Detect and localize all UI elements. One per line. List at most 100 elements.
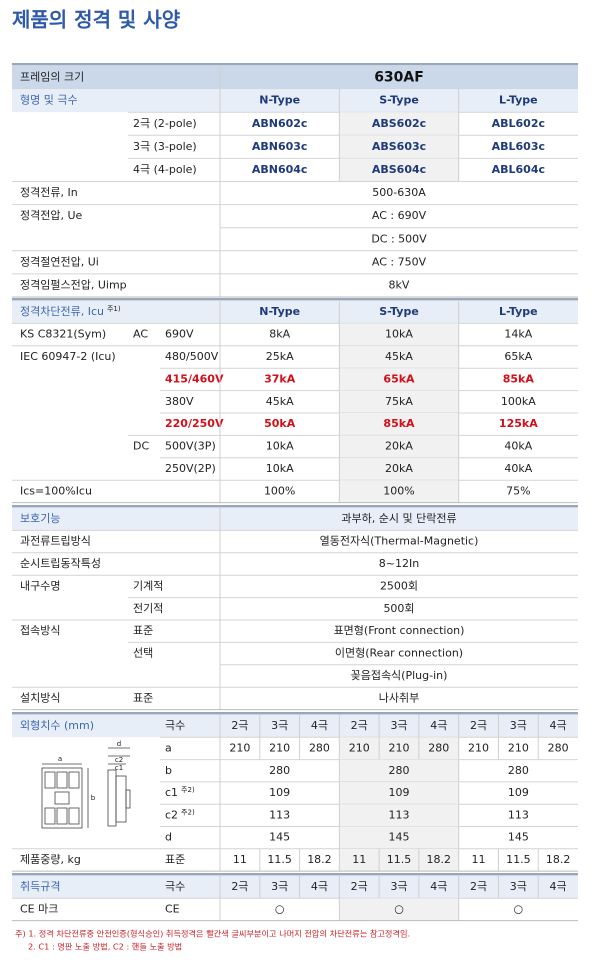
cell-value: 65kA: [383, 372, 415, 385]
breaker-side: [115, 775, 127, 823]
cell-value: 145: [389, 831, 410, 844]
cell-value: 75kA: [385, 395, 413, 408]
pole: [56, 807, 68, 825]
row-label: 순시트립동작특성: [20, 557, 101, 570]
cell-value: 210: [508, 741, 529, 754]
cell-value: 210: [349, 741, 370, 754]
row-sublabel: 전기적: [133, 602, 163, 615]
cell-value: 11.5: [506, 853, 531, 866]
row-sublabel: 극수: [165, 719, 185, 732]
cell-value: 3극: [390, 719, 407, 732]
row-sublabel: AC: [133, 328, 148, 341]
row-label: 접속방식: [20, 624, 60, 637]
row-label: 취득규격: [20, 880, 60, 893]
row-sublabel: 2극 (2-pole): [133, 117, 197, 130]
cell-value: 2극: [351, 719, 368, 732]
cell-value: DC : 500V: [371, 232, 427, 245]
cell-value: 20kA: [385, 462, 413, 475]
cell-value: 280: [269, 764, 290, 777]
column-shade: [339, 390, 459, 413]
row-bg: [12, 89, 578, 113]
pole: [68, 807, 80, 825]
cell-value: 18.2: [307, 853, 332, 866]
row-label: Ics=100%Icu: [20, 484, 92, 497]
cell-value: 125kA: [499, 417, 538, 430]
cell-value: 4극: [430, 880, 447, 893]
cell-value: 8~12In: [379, 557, 419, 570]
note-mark: 주1): [107, 305, 121, 313]
cell-value: 280: [508, 764, 529, 777]
cell-value: 20kA: [385, 440, 413, 453]
cell-value: ABN603c: [252, 140, 308, 153]
column-shade: [339, 435, 459, 458]
cell-value: 630AF: [374, 70, 424, 86]
section-rule: [12, 298, 578, 301]
cell-value: 11: [472, 853, 486, 866]
row-label: 외형치수 (mm): [20, 719, 94, 732]
cell-value: 109: [508, 786, 529, 799]
cell-value: S-Type: [379, 94, 419, 107]
handle: [54, 791, 70, 805]
footnote: 2. C1 : 명판 노출 방법, C2 : 핸들 노출 방법: [28, 942, 182, 952]
cell-value: 40kA: [504, 440, 532, 453]
row-sublabel: 480/500V: [165, 350, 219, 363]
cell-value: 113: [269, 808, 290, 821]
column-shade: [339, 345, 459, 369]
cell-value: ○: [394, 902, 404, 915]
cell-value: 45kA: [385, 350, 413, 363]
cell-value: 4극: [311, 719, 328, 732]
cell-value: 3극: [271, 880, 288, 893]
row-sublabel: 380V: [165, 395, 194, 408]
row-bg: [12, 301, 578, 324]
cell-value: 280: [428, 741, 449, 754]
column-shade: [339, 480, 459, 503]
cell-value: 85kA: [383, 417, 415, 430]
column-shade: [339, 413, 459, 436]
cell-value: 나사취부: [379, 691, 419, 704]
row-bg: [12, 876, 578, 899]
cell-value: 280: [389, 764, 410, 777]
cell-value: 109: [269, 786, 290, 799]
cell-value: 113: [389, 808, 410, 821]
cell-value: 2500회: [380, 579, 418, 592]
row-sublabel: DC: [133, 440, 149, 453]
row-bg: [12, 715, 578, 738]
cell-value: 4극: [430, 719, 447, 732]
row-sublabel: 표준: [165, 853, 185, 866]
cell-value: 500회: [383, 602, 414, 615]
dimension-drawing: [41, 747, 131, 829]
row-label: 보호기능: [20, 512, 60, 525]
cell-value: ABN604c: [252, 163, 308, 176]
cell-value: 85kA: [503, 372, 535, 385]
cell-value: 8kV: [389, 278, 410, 291]
row-label: 정격차단전류, Icu: [20, 305, 104, 318]
section-rule: [12, 505, 578, 508]
row-sublabel: 표준: [133, 624, 153, 637]
note-mark: 주2): [181, 786, 195, 794]
row-bg: [12, 508, 578, 531]
cell-value: ABN602c: [252, 117, 308, 130]
cell-value: 2극: [470, 719, 487, 732]
cell-value: ○: [275, 902, 285, 915]
drawing-label: c2: [115, 756, 123, 764]
cell-value: 4극: [311, 880, 328, 893]
cell-value: 25kA: [266, 350, 294, 363]
column-shade: [339, 737, 459, 760]
cell-value: 145: [269, 831, 290, 844]
cell-value: 10kA: [385, 328, 413, 341]
cell-value: L-Type: [499, 94, 538, 107]
row-label: 설치방식: [20, 691, 60, 704]
cell-value: 11.5: [267, 853, 292, 866]
cell-value: ABS602c: [372, 117, 426, 130]
cell-value: 210: [468, 741, 489, 754]
cell-value: 3극: [510, 719, 527, 732]
column-shade: [339, 457, 459, 481]
cell-value: 145: [508, 831, 529, 844]
breaker-side: [125, 789, 131, 809]
cell-value: 280: [309, 741, 330, 754]
column-shade: [339, 135, 459, 159]
cell-value: AC : 750V: [372, 255, 427, 268]
cell-value: 210: [229, 741, 250, 754]
row-sublabel: 3극 (3-pole): [133, 140, 197, 153]
column-shade: [339, 826, 459, 849]
